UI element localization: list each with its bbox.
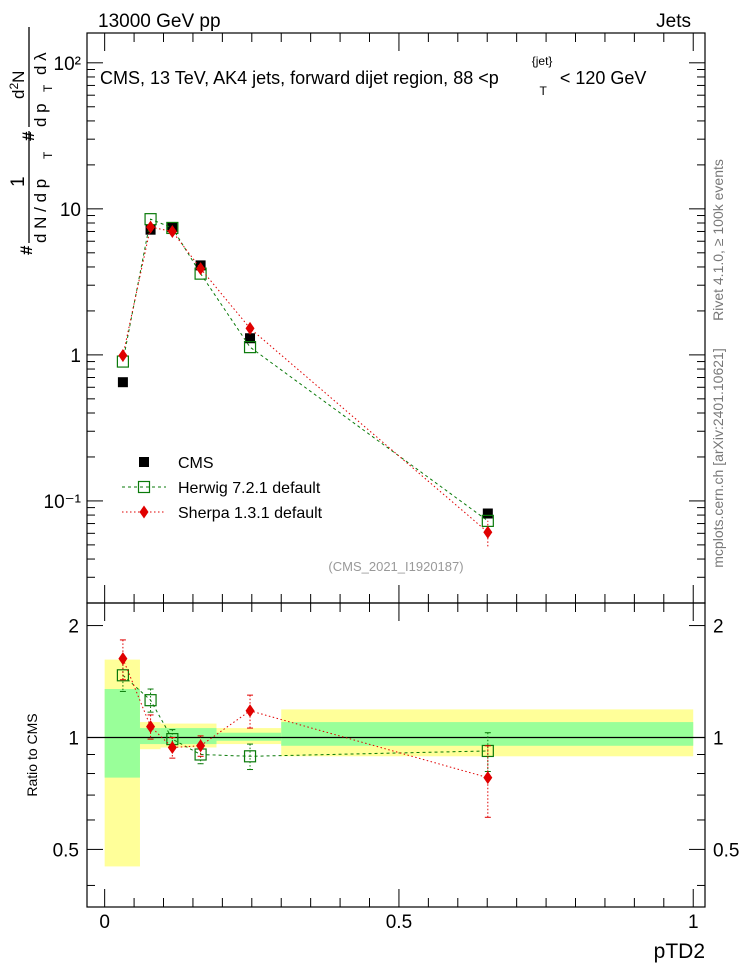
main-point-2 xyxy=(146,220,156,234)
ratio-point-1 xyxy=(483,771,493,785)
ratio-point-1 xyxy=(167,740,177,754)
ratio-ytick-label-right: 2 xyxy=(713,617,724,638)
band-inner xyxy=(216,732,282,741)
svg-text:d N / d p: d N / d p xyxy=(31,179,50,243)
legend-label: Herwig 7.2.1 default xyxy=(178,480,321,497)
main-axes: 10⁻¹ 1 10 10² xyxy=(44,33,705,604)
ratio-point-1 xyxy=(146,720,156,734)
main-point-0 xyxy=(482,508,493,519)
legend-label: CMS xyxy=(178,455,214,472)
main-ytick-label: 1 xyxy=(70,346,81,367)
ratio-ytick-label-left: 0.5 xyxy=(53,840,79,861)
main-point-1 xyxy=(243,341,257,354)
main-line-1 xyxy=(122,218,489,522)
ratio-ytick-label-right: 1 xyxy=(713,728,724,749)
svg-text:#: # xyxy=(19,131,38,141)
legend: CMS Herwig 7.2.1 default Sherpa 1.3.1 defa… xyxy=(122,455,323,522)
legend-marker xyxy=(137,480,151,494)
header-left: 13000 GeV pp xyxy=(98,11,221,32)
ratio-ytick-label-left: 2 xyxy=(68,617,79,638)
ratio-ytick-label-left: 1 xyxy=(68,728,79,749)
main-point-2 xyxy=(245,321,255,335)
header-right: Jets xyxy=(656,11,691,32)
legend-label: Sherpa 1.3.1 default xyxy=(178,505,323,522)
main-point-2 xyxy=(483,525,493,539)
main-point-0 xyxy=(245,333,256,344)
legend-marker xyxy=(139,505,149,519)
main-ylabel: # 1 d N / d p T # d2N d p T d λ xyxy=(7,27,55,255)
x-tick-label: 1 xyxy=(688,912,699,933)
ratio-point-0 xyxy=(144,694,157,707)
main-ytick-label: 10⁻¹ xyxy=(44,492,82,513)
source-label: mcplots.cern.ch [arXiv:2401.10621] xyxy=(710,348,726,567)
analysis-watermark: (CMS_2021_I1920187) xyxy=(328,559,463,574)
main-series xyxy=(116,213,494,547)
ratio-point-1 xyxy=(196,739,206,753)
main-point-2 xyxy=(167,224,177,238)
rivet-label: Rivet 4.1.0, ≥ 100k events xyxy=(710,159,726,321)
x-tick-label: 0.5 xyxy=(386,912,412,933)
svg-text:d λ: d λ xyxy=(31,52,50,75)
main-title: CMS, 13 TeV, AK4 jets, forward dijet reg… xyxy=(100,49,646,99)
main-ytick-label: 10 xyxy=(60,200,81,221)
band-inner xyxy=(281,722,694,746)
main-line-2 xyxy=(122,226,489,533)
legend-marker xyxy=(139,457,149,467)
svg-text:T: T xyxy=(41,151,55,159)
main-ytick-label: 10² xyxy=(54,54,81,75)
band-inner xyxy=(160,728,217,745)
main-point-0 xyxy=(117,377,128,388)
ratio-axes: 0.5 0.5 1 1 2 2 0 0.5 1 xyxy=(53,603,739,933)
ratio-point-0 xyxy=(116,669,130,682)
main-ylabel-numerator: d2N xyxy=(7,71,28,99)
ratio-point-1 xyxy=(118,652,128,666)
ratio-line-1 xyxy=(122,658,488,779)
svg-text:#: # xyxy=(17,245,36,255)
ratio-series xyxy=(116,639,494,818)
ratio-line-0 xyxy=(122,674,488,757)
svg-text:T: T xyxy=(41,84,55,92)
ratio-bands xyxy=(87,659,705,867)
x-tick-label: 0 xyxy=(99,912,110,933)
svg-text:1: 1 xyxy=(8,176,29,187)
x-axis-label: pTD2 xyxy=(654,940,705,963)
ratio-ytick-label-right: 0.5 xyxy=(713,840,739,861)
main-point-2 xyxy=(196,262,206,276)
ratio-point-1 xyxy=(245,704,255,718)
svg-text:d p: d p xyxy=(31,103,50,127)
ratio-point-0 xyxy=(243,750,257,763)
ratio-ylabel: Ratio to CMS xyxy=(24,713,40,796)
main-point-2 xyxy=(118,349,128,363)
band-inner xyxy=(104,689,140,778)
